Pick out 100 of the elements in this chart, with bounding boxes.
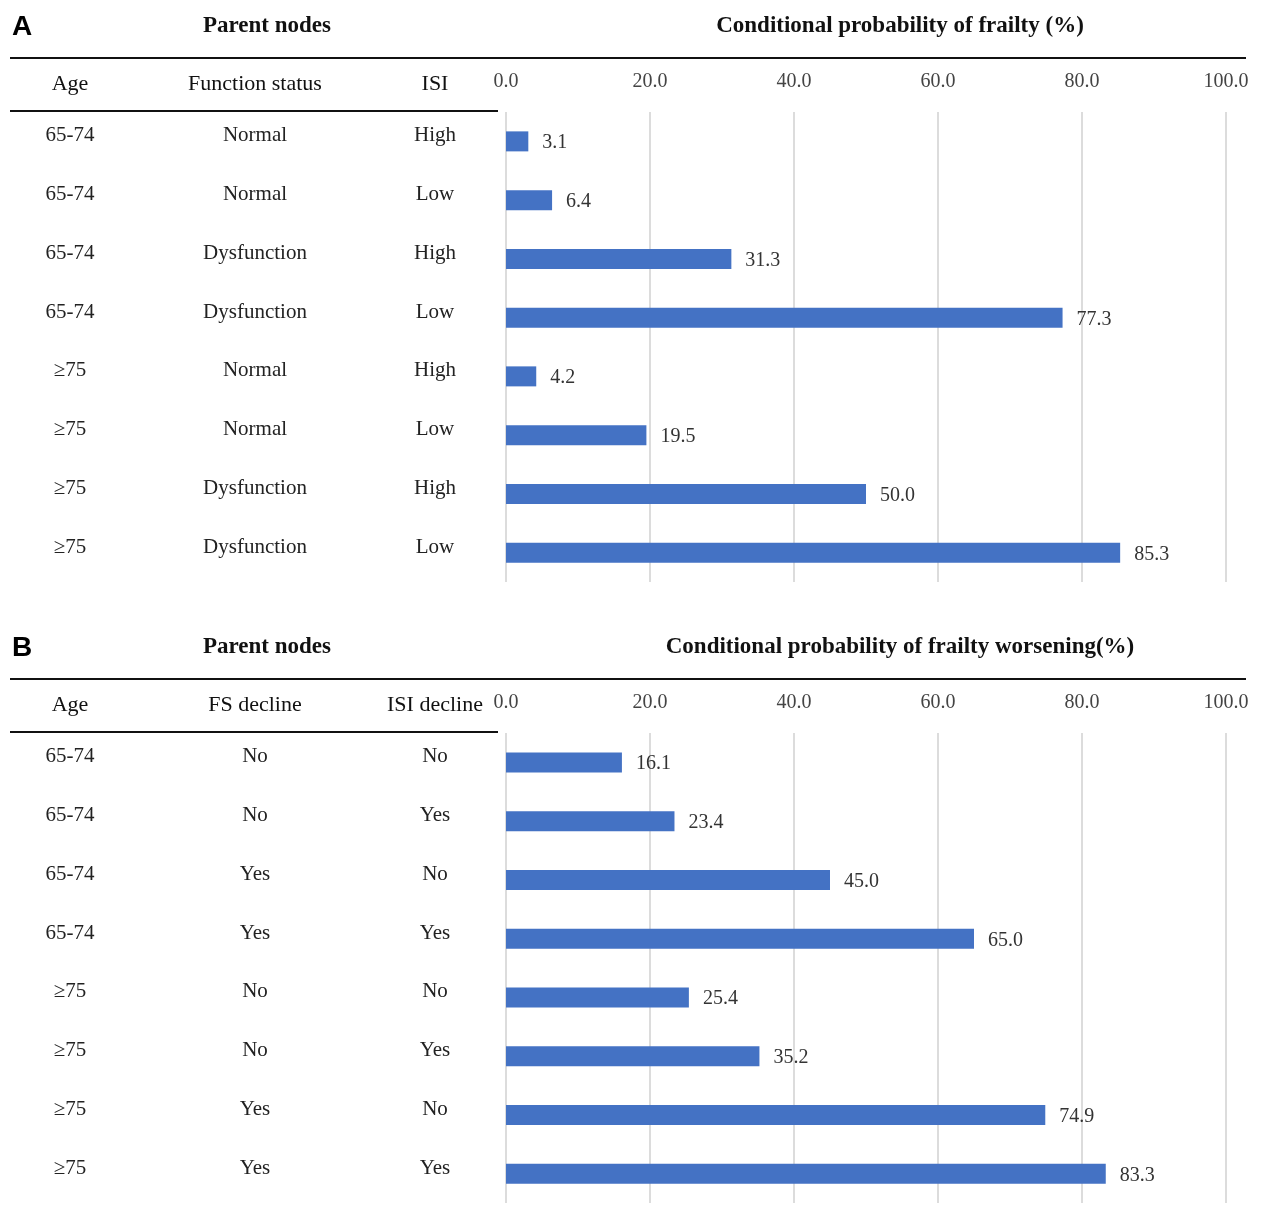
text: 65-74	[45, 181, 95, 206]
text: Low	[415, 181, 456, 206]
text: ≥75	[53, 1154, 87, 1179]
data-label: 19.5	[660, 424, 696, 447]
text: Normal	[222, 181, 288, 206]
text: No	[242, 802, 268, 827]
data-label: 77.3	[1076, 306, 1112, 329]
text: Yes	[239, 919, 271, 944]
text: Yes	[419, 919, 451, 944]
x-tick-label: 0.0	[493, 690, 519, 712]
text: B	[11, 630, 33, 662]
text: No	[422, 1095, 448, 1120]
text: High	[414, 239, 457, 264]
text: Parent nodes	[203, 632, 332, 658]
data-label: 74.9	[1059, 1103, 1095, 1126]
bar	[506, 131, 529, 152]
text: Low	[415, 298, 456, 323]
data-label: 16.1	[635, 751, 671, 774]
text: Dysfunction	[203, 239, 308, 264]
x-tick-label: 40.0	[776, 69, 812, 91]
text: Yes	[419, 802, 451, 827]
text: No	[242, 1037, 268, 1062]
data-label: 65.0	[988, 927, 1023, 950]
text: No	[242, 743, 268, 768]
text: ISI decline	[387, 690, 483, 716]
text: FS decline	[208, 690, 302, 716]
x-tick-label: 60.0	[920, 69, 956, 91]
text: ≥75	[53, 1037, 87, 1062]
data-label: 25.4	[702, 986, 738, 1009]
bar	[506, 1046, 760, 1067]
x-tick-label: 100.0	[1203, 690, 1249, 712]
text: Yes	[419, 1037, 451, 1062]
data-label: 31.3	[745, 247, 781, 270]
text: Dysfunction	[203, 533, 308, 558]
text: Low	[415, 533, 456, 558]
data-label: 6.4	[566, 189, 592, 212]
text: 65-74	[45, 860, 95, 885]
bar	[506, 752, 622, 773]
bar	[506, 811, 675, 832]
text: Parent nodes	[203, 11, 332, 37]
chart-title: Conditional probability of frailty worsening(%)	[665, 633, 1135, 658]
text: No	[422, 743, 448, 768]
text: 65-74	[45, 919, 95, 944]
text: High	[414, 474, 457, 499]
x-tick-label: 40.0	[776, 690, 812, 712]
text: Age	[51, 690, 89, 716]
text: Age	[51, 69, 89, 95]
bar	[506, 366, 537, 387]
bar	[506, 425, 647, 446]
text: 65-74	[45, 298, 95, 323]
bar	[506, 928, 974, 949]
text: ≥75	[53, 416, 87, 441]
text: ≥75	[53, 978, 87, 1003]
bar	[506, 307, 1063, 328]
text: 65-74	[45, 802, 95, 827]
text: ≥75	[53, 474, 87, 499]
text: ≥75	[53, 533, 87, 558]
data-label: 35.2	[773, 1045, 809, 1068]
data-label: 85.3	[1134, 541, 1170, 564]
bar	[506, 483, 866, 504]
text: High	[414, 357, 457, 382]
text: Normal	[222, 122, 288, 147]
text: Yes	[419, 1154, 451, 1179]
text: ISI	[421, 69, 449, 95]
bar	[506, 1104, 1046, 1125]
text: ≥75	[53, 357, 87, 382]
data-label: 83.3	[1119, 1162, 1155, 1185]
text: A	[11, 9, 33, 41]
text: Yes	[239, 1154, 271, 1179]
text: No	[422, 978, 448, 1003]
text: No	[242, 978, 268, 1003]
text: Normal	[222, 357, 288, 382]
x-tick-label: 80.0	[1064, 69, 1100, 91]
data-label: 3.1	[542, 130, 568, 153]
bar	[506, 248, 732, 269]
text: Low	[415, 416, 456, 441]
x-tick-label: 80.0	[1064, 690, 1100, 712]
data-label: 23.4	[688, 810, 724, 833]
text: Yes	[239, 860, 271, 885]
x-tick-label: 20.0	[632, 69, 668, 91]
text: Dysfunction	[203, 474, 308, 499]
text: Normal	[222, 416, 288, 441]
text: High	[414, 122, 457, 147]
x-tick-label: 0.0	[493, 69, 519, 91]
bar	[506, 542, 1121, 563]
x-tick-label: 20.0	[632, 690, 668, 712]
text: No	[422, 860, 448, 885]
text: 65-74	[45, 122, 95, 147]
bar	[506, 1163, 1106, 1184]
bar	[506, 987, 689, 1008]
text: ≥75	[53, 1095, 87, 1120]
chart-title: Conditional probability of frailty (%)	[716, 12, 1084, 37]
data-label: 50.0	[880, 482, 915, 505]
text: 65-74	[45, 239, 95, 264]
data-label: 45.0	[844, 868, 879, 891]
text: Function status	[188, 69, 322, 95]
x-tick-label: 60.0	[920, 690, 956, 712]
bar	[506, 190, 553, 211]
bar	[506, 869, 830, 890]
text: Dysfunction	[203, 298, 308, 323]
